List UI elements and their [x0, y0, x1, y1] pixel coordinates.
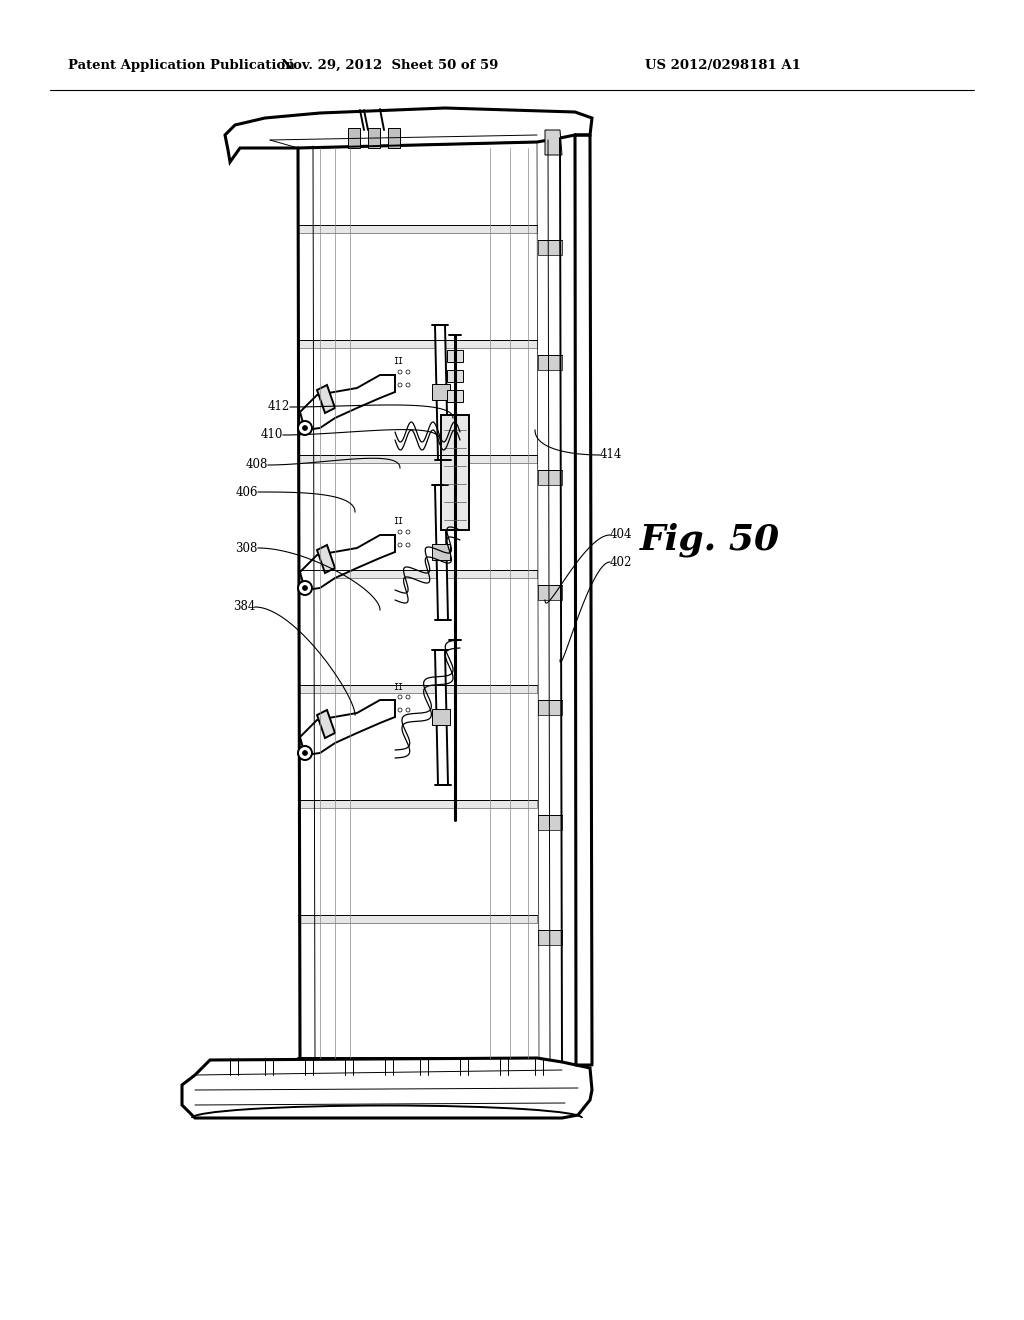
Text: II: II: [393, 682, 403, 692]
Text: 408: 408: [246, 458, 268, 471]
Text: II: II: [393, 358, 403, 367]
Text: 412: 412: [267, 400, 290, 413]
Circle shape: [406, 531, 410, 535]
Polygon shape: [538, 470, 562, 484]
Polygon shape: [300, 700, 395, 755]
Polygon shape: [538, 814, 562, 830]
Text: 414: 414: [600, 449, 623, 462]
Circle shape: [406, 696, 410, 700]
Polygon shape: [298, 570, 537, 578]
Circle shape: [398, 383, 402, 387]
Text: Fig. 50: Fig. 50: [640, 523, 780, 557]
Polygon shape: [435, 484, 449, 620]
Circle shape: [302, 586, 307, 590]
Polygon shape: [298, 224, 537, 234]
Polygon shape: [388, 128, 400, 148]
Circle shape: [406, 370, 410, 374]
Circle shape: [302, 425, 307, 430]
Polygon shape: [538, 240, 562, 255]
Circle shape: [398, 708, 402, 711]
Polygon shape: [447, 370, 463, 381]
Polygon shape: [317, 710, 335, 738]
Polygon shape: [368, 128, 380, 148]
Polygon shape: [298, 685, 537, 693]
Polygon shape: [298, 915, 537, 923]
Polygon shape: [317, 545, 335, 573]
Text: 404: 404: [610, 528, 633, 541]
Polygon shape: [317, 385, 335, 413]
Text: 402: 402: [610, 556, 633, 569]
Circle shape: [398, 696, 402, 700]
Text: 384: 384: [232, 601, 255, 614]
Text: 406: 406: [236, 486, 258, 499]
Polygon shape: [432, 709, 450, 725]
Polygon shape: [441, 414, 469, 531]
Text: Patent Application Publication: Patent Application Publication: [68, 58, 295, 71]
Polygon shape: [300, 535, 395, 590]
Polygon shape: [298, 455, 537, 463]
Polygon shape: [545, 129, 562, 154]
Text: US 2012/0298181 A1: US 2012/0298181 A1: [645, 58, 801, 71]
Circle shape: [406, 543, 410, 546]
Polygon shape: [432, 384, 450, 400]
Polygon shape: [447, 389, 463, 403]
Polygon shape: [538, 700, 562, 715]
Circle shape: [302, 751, 307, 755]
Text: II: II: [393, 517, 403, 527]
Polygon shape: [348, 128, 360, 148]
Polygon shape: [435, 649, 449, 785]
Polygon shape: [225, 108, 592, 162]
Polygon shape: [447, 350, 463, 362]
Circle shape: [406, 708, 410, 711]
Circle shape: [398, 531, 402, 535]
Polygon shape: [298, 341, 537, 348]
Polygon shape: [300, 375, 395, 430]
Polygon shape: [435, 325, 449, 459]
Polygon shape: [182, 1059, 592, 1118]
Polygon shape: [538, 931, 562, 945]
Text: 308: 308: [236, 541, 258, 554]
Text: 410: 410: [261, 429, 283, 441]
Text: Nov. 29, 2012  Sheet 50 of 59: Nov. 29, 2012 Sheet 50 of 59: [282, 58, 499, 71]
Polygon shape: [298, 800, 537, 808]
Circle shape: [398, 543, 402, 546]
Circle shape: [398, 370, 402, 374]
Circle shape: [298, 421, 312, 436]
Polygon shape: [538, 585, 562, 601]
Polygon shape: [432, 544, 450, 560]
Circle shape: [298, 746, 312, 760]
Circle shape: [298, 581, 312, 595]
Circle shape: [406, 383, 410, 387]
Polygon shape: [538, 355, 562, 370]
